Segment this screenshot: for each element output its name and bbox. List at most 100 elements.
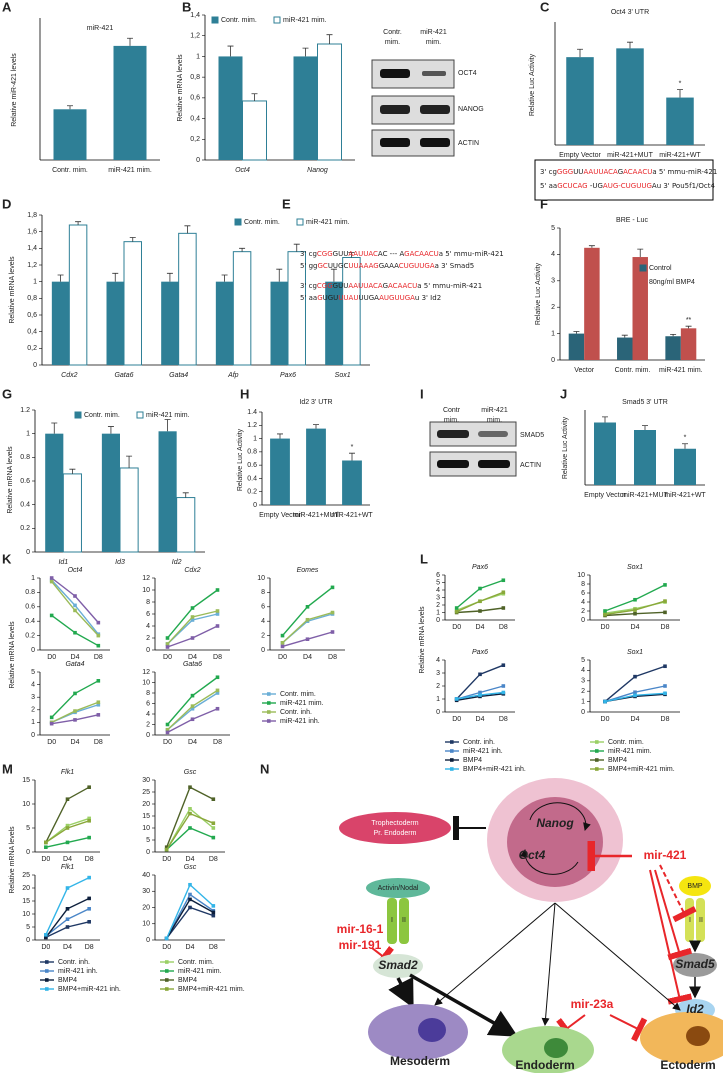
legend-label: BMP4+miR-421 mim. xyxy=(178,986,245,993)
chart-title: miR-421 xyxy=(87,25,114,32)
y-tick-label: 4 xyxy=(436,657,440,664)
y-tick-label: 1 xyxy=(581,698,585,705)
y-tick-label: 1 xyxy=(33,279,37,286)
y-tick-label: 3 xyxy=(551,278,555,285)
x-tick-label: D4 xyxy=(186,856,195,863)
marker xyxy=(663,684,667,688)
marker xyxy=(215,609,220,613)
error-bar xyxy=(166,272,173,282)
marker xyxy=(165,645,170,649)
y-tick-label: 5 xyxy=(146,837,150,844)
sequence-part: GUU xyxy=(333,250,349,258)
error-bar xyxy=(302,47,309,57)
y-tick-label: 0 xyxy=(196,157,200,164)
x-tick-label: D8 xyxy=(213,654,222,661)
bar xyxy=(176,497,196,553)
sequence-part: Au 3' Pou5f1/Oct4 xyxy=(652,182,716,190)
x-tick-label: Empty Vector xyxy=(259,512,301,519)
error-bar xyxy=(573,331,580,334)
panel-label: B xyxy=(182,0,191,14)
sequence-part: CGG xyxy=(317,250,333,258)
y-tick-label: 8 xyxy=(146,690,150,697)
bar xyxy=(616,48,644,145)
x-tick-label: D0 xyxy=(278,654,287,661)
marker xyxy=(215,624,220,628)
x-tick-label: D0 xyxy=(41,944,50,951)
y-tick-label: 0 xyxy=(26,549,30,556)
legend-label: BMP4 xyxy=(608,757,627,764)
legend-label: Contr. inh. xyxy=(58,959,90,966)
error-bar xyxy=(682,443,688,449)
x-tick-label: D4 xyxy=(188,654,197,661)
marker xyxy=(305,637,310,641)
chart-title: Smad5 3' UTR xyxy=(622,399,668,406)
legend-label: BMP4+miR-421 inh. xyxy=(463,766,526,773)
panel-label: K xyxy=(2,551,12,566)
diagram-endoderm: Endoderm xyxy=(515,1058,574,1072)
marker xyxy=(454,697,459,701)
marker xyxy=(188,807,192,811)
marker xyxy=(478,599,482,604)
y-tick-label: 0 xyxy=(581,709,585,716)
error-bar xyxy=(227,45,234,57)
sequence: 5' aaGCUCAG -UGAUG-CUGUUGAu 3' Pou5f1/Oc… xyxy=(540,182,715,190)
x-tick-label: D8 xyxy=(328,654,337,661)
y-tick-label: 0 xyxy=(31,732,35,739)
marker xyxy=(188,785,192,789)
x-tick-label: D8 xyxy=(209,856,218,863)
legend-swatch xyxy=(639,278,647,286)
diagram-mir23a: mir-23a xyxy=(571,997,614,1011)
marker xyxy=(211,910,216,915)
diagram-smad5: Smad5 xyxy=(675,957,715,971)
x-tick-label: miR-421+WT xyxy=(664,492,706,499)
marker xyxy=(478,609,482,613)
y-tick-label: 1.2 xyxy=(20,407,30,414)
y-tick-label: 0,6 xyxy=(190,95,200,102)
marker xyxy=(188,897,192,902)
x-tick-label: D4 xyxy=(186,944,195,951)
sequence-part: UGU xyxy=(323,294,339,302)
x-tick-label: miR-421+MUT xyxy=(293,512,339,519)
y-axis-label: Relative Luc Activity xyxy=(562,416,569,479)
marker xyxy=(65,886,70,890)
sequence-part: UU xyxy=(573,168,583,176)
y-tick-label: 10 xyxy=(142,825,150,832)
marker xyxy=(96,633,101,638)
marker xyxy=(478,693,482,697)
y-tick-label: 3 xyxy=(436,670,440,677)
sequence-part: 5' gg xyxy=(300,262,318,270)
x-tick-label: D0 xyxy=(452,624,461,631)
x-tick-label: Id3 xyxy=(115,559,125,566)
sequence-part: u 3' Id2 xyxy=(415,294,441,302)
y-tick-label: 20 xyxy=(142,904,150,911)
y-tick-label: 8 xyxy=(581,581,585,588)
x-tick-label: D8 xyxy=(661,716,670,723)
diagram-mesoderm: Mesoderm xyxy=(390,1054,450,1068)
legend-label: BMP4 xyxy=(463,757,482,764)
legend-label: Contr. inh. xyxy=(463,739,495,746)
sequence-box xyxy=(534,159,714,201)
marker xyxy=(73,691,77,696)
x-tick-label: Gata6 xyxy=(114,372,133,379)
error-bar xyxy=(637,248,644,258)
error-bar xyxy=(627,41,633,49)
marker xyxy=(633,674,637,679)
bar xyxy=(674,448,696,485)
y-tick-label: 1 xyxy=(31,575,35,582)
y-tick-label: 4 xyxy=(581,667,585,674)
bar xyxy=(325,281,343,365)
y-tick-label: 5 xyxy=(26,924,30,931)
y-tick-label: 2 xyxy=(31,707,35,714)
chart-title: Flk1 xyxy=(61,769,74,776)
y-tick-label: 4 xyxy=(31,681,35,688)
x-tick-label: D0 xyxy=(47,739,56,746)
legend-swatch xyxy=(234,218,242,226)
legend-label: miR-421 mim. xyxy=(280,700,324,707)
x-tick-label: D0 xyxy=(47,654,56,661)
y-axis-label: Relative Luc Activity xyxy=(529,53,536,116)
marker xyxy=(87,896,91,901)
legend-label: Contr. mim. xyxy=(244,219,280,226)
marker xyxy=(190,706,195,711)
y-tick-label: 5 xyxy=(26,825,30,832)
